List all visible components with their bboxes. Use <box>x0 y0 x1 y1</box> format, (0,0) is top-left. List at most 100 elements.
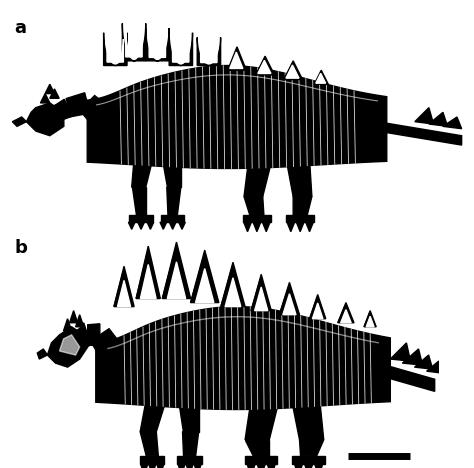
Polygon shape <box>316 73 326 83</box>
Polygon shape <box>173 39 189 62</box>
Polygon shape <box>191 258 203 303</box>
Polygon shape <box>251 280 260 311</box>
Polygon shape <box>149 464 156 468</box>
Polygon shape <box>27 103 64 136</box>
Polygon shape <box>161 215 184 222</box>
Polygon shape <box>253 222 261 232</box>
Polygon shape <box>160 222 166 229</box>
Polygon shape <box>287 222 294 232</box>
Polygon shape <box>70 311 78 323</box>
Polygon shape <box>136 246 160 299</box>
Polygon shape <box>427 361 443 373</box>
Polygon shape <box>186 464 193 468</box>
Polygon shape <box>402 349 423 365</box>
Polygon shape <box>118 280 131 307</box>
Polygon shape <box>179 399 199 431</box>
Polygon shape <box>196 269 214 303</box>
Polygon shape <box>87 66 387 168</box>
Polygon shape <box>132 159 153 187</box>
Polygon shape <box>191 250 219 303</box>
Polygon shape <box>104 33 127 66</box>
Polygon shape <box>140 456 164 464</box>
Polygon shape <box>146 28 169 61</box>
Polygon shape <box>263 222 270 232</box>
Polygon shape <box>91 329 118 354</box>
Polygon shape <box>221 262 245 307</box>
Polygon shape <box>66 93 90 117</box>
Polygon shape <box>46 105 63 124</box>
Polygon shape <box>315 464 323 468</box>
Polygon shape <box>80 323 88 335</box>
Polygon shape <box>55 99 73 120</box>
Polygon shape <box>88 324 100 346</box>
Polygon shape <box>255 56 274 75</box>
Polygon shape <box>107 39 123 62</box>
Polygon shape <box>178 464 185 468</box>
Text: a: a <box>14 19 26 37</box>
Polygon shape <box>136 254 147 299</box>
Polygon shape <box>80 95 105 121</box>
Polygon shape <box>167 262 186 299</box>
Polygon shape <box>40 111 55 127</box>
Polygon shape <box>163 242 191 299</box>
Polygon shape <box>279 282 300 314</box>
Polygon shape <box>314 70 328 84</box>
Polygon shape <box>286 159 312 197</box>
Polygon shape <box>163 250 175 299</box>
Polygon shape <box>305 464 313 468</box>
Polygon shape <box>132 187 146 215</box>
Polygon shape <box>279 287 289 314</box>
Polygon shape <box>338 303 354 323</box>
Polygon shape <box>245 399 279 440</box>
Polygon shape <box>341 310 351 323</box>
Polygon shape <box>58 341 73 357</box>
Polygon shape <box>140 264 156 299</box>
Polygon shape <box>177 456 202 464</box>
Polygon shape <box>12 117 27 126</box>
Polygon shape <box>296 222 304 232</box>
Polygon shape <box>194 464 201 468</box>
Polygon shape <box>64 335 80 354</box>
Text: b: b <box>14 239 27 256</box>
Polygon shape <box>230 52 243 68</box>
Polygon shape <box>300 440 324 456</box>
Polygon shape <box>59 335 80 355</box>
Polygon shape <box>197 37 220 66</box>
Polygon shape <box>292 456 325 464</box>
Polygon shape <box>283 294 296 314</box>
Polygon shape <box>114 272 123 307</box>
Polygon shape <box>128 222 135 229</box>
Polygon shape <box>377 122 462 145</box>
Polygon shape <box>247 464 255 468</box>
Polygon shape <box>182 431 199 456</box>
Polygon shape <box>364 313 370 327</box>
Polygon shape <box>310 294 326 319</box>
Polygon shape <box>293 197 312 215</box>
Polygon shape <box>292 399 324 440</box>
Polygon shape <box>244 197 264 215</box>
Polygon shape <box>167 187 181 215</box>
Polygon shape <box>245 440 269 456</box>
Polygon shape <box>390 343 410 361</box>
Polygon shape <box>96 307 390 410</box>
Polygon shape <box>306 222 313 232</box>
Polygon shape <box>366 316 374 327</box>
Polygon shape <box>443 117 462 129</box>
Polygon shape <box>244 159 272 197</box>
Polygon shape <box>201 43 217 63</box>
Polygon shape <box>169 33 192 66</box>
Polygon shape <box>364 311 376 327</box>
Polygon shape <box>37 349 47 359</box>
Polygon shape <box>129 215 153 222</box>
Polygon shape <box>378 363 435 391</box>
Polygon shape <box>221 269 232 307</box>
Polygon shape <box>138 222 145 229</box>
Polygon shape <box>294 464 302 468</box>
Polygon shape <box>228 47 246 70</box>
Polygon shape <box>415 355 433 369</box>
Polygon shape <box>284 61 302 80</box>
Polygon shape <box>140 431 158 456</box>
Polygon shape <box>267 464 275 468</box>
Polygon shape <box>251 274 271 311</box>
Polygon shape <box>47 327 88 367</box>
